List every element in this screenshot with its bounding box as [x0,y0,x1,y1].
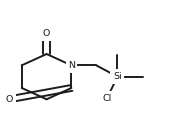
Text: O: O [6,95,13,104]
Text: O: O [4,93,14,106]
Text: Cl: Cl [100,92,113,105]
Text: O: O [41,27,52,40]
Text: N: N [68,61,75,70]
Text: Cl: Cl [102,94,111,103]
Text: Si: Si [112,70,123,83]
Text: Si: Si [113,72,122,81]
Text: O: O [43,29,50,38]
Text: N: N [67,59,76,72]
